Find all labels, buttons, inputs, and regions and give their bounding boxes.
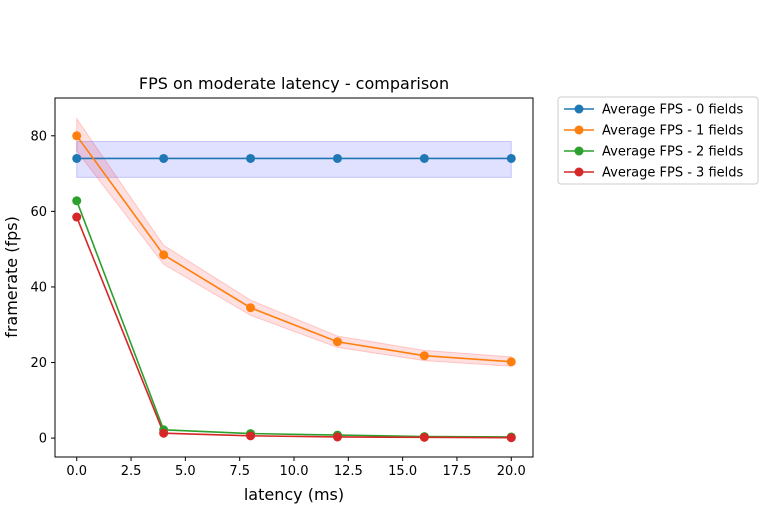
confidence-band-1 <box>76 117 512 367</box>
y-tick-label: 60 <box>30 205 47 220</box>
chart-title: FPS on moderate latency - comparison <box>139 74 449 93</box>
data-point-3-3 <box>332 432 342 442</box>
y-tick-label: 80 <box>30 129 47 144</box>
x-tick-label: 0.0 <box>66 464 87 479</box>
y-tick-label: 40 <box>30 280 47 295</box>
confidence-band-0 <box>76 140 512 178</box>
legend-label-3: Average FPS - 3 fields <box>602 166 743 181</box>
data-point-1-4 <box>419 351 429 361</box>
y-axis-ticks: 0 20 40 60 80 <box>30 129 55 447</box>
legend-marker-2 <box>574 146 584 156</box>
x-tick-label: 2.5 <box>121 464 142 479</box>
x-axis-ticks: 0.0 2.5 5.0 7.5 10.0 12.5 15.0 17.5 20.0 <box>66 457 526 479</box>
data-point-2-0 <box>72 196 82 206</box>
x-tick-label: 5.0 <box>175 464 196 479</box>
x-tick-label: 12.5 <box>334 464 363 479</box>
series-lines <box>75 135 512 439</box>
series-line-3 <box>75 216 512 439</box>
legend-frame <box>557 96 759 185</box>
data-point-0-3 <box>332 153 342 163</box>
x-tick-label: 15.0 <box>388 464 417 479</box>
data-point-1-3 <box>332 337 342 347</box>
data-point-0-2 <box>246 153 256 163</box>
data-point-0-4 <box>419 153 429 163</box>
data-point-1-2 <box>246 303 256 313</box>
legend-label-0: Average FPS - 0 fields <box>602 103 743 118</box>
y-tick-label: 0 <box>39 432 47 447</box>
data-point-0-0 <box>72 153 82 163</box>
legend-marker-3 <box>574 167 584 177</box>
data-point-1-1 <box>159 250 169 260</box>
y-axis-label: framerate (fps) <box>2 216 21 338</box>
legend-label-2: Average FPS - 2 fields <box>602 145 743 160</box>
data-point-3-4 <box>419 432 429 442</box>
data-point-1-5 <box>506 357 516 367</box>
data-point-3-5 <box>506 433 516 443</box>
x-tick-label: 7.5 <box>229 464 250 479</box>
x-axis-label: latency (ms) <box>244 485 344 504</box>
series-points <box>72 131 516 443</box>
x-tick-label: 20.0 <box>497 464 526 479</box>
series-line-1 <box>76 135 512 363</box>
data-point-0-1 <box>159 153 169 163</box>
data-point-3-1 <box>159 428 169 438</box>
legend: Average FPS - 0 fields Average FPS - 1 fi… <box>557 96 759 185</box>
data-point-0-5 <box>506 153 516 163</box>
data-point-3-0 <box>72 212 82 222</box>
x-tick-label: 17.5 <box>442 464 471 479</box>
x-tick-label: 10.0 <box>280 464 309 479</box>
data-point-3-2 <box>246 431 256 441</box>
confidence-bands <box>76 117 512 367</box>
legend-label-1: Average FPS - 1 fields <box>602 124 743 139</box>
legend-marker-1 <box>574 125 584 135</box>
y-tick-label: 20 <box>30 356 47 371</box>
data-point-1-0 <box>72 131 82 141</box>
legend-marker-0 <box>574 104 584 114</box>
